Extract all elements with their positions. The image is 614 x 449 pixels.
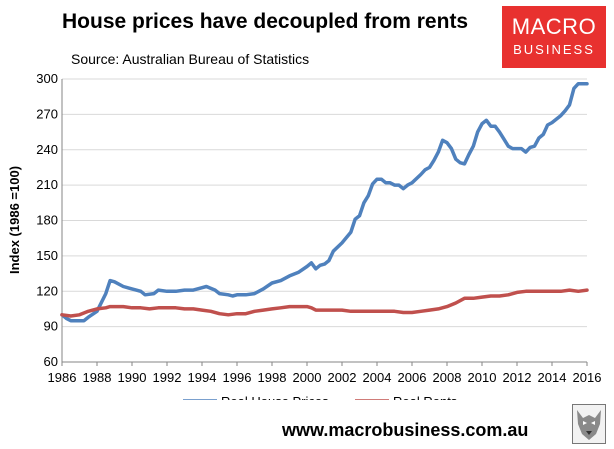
chart-subtitle: Source: Australian Bureau of Statistics bbox=[71, 51, 310, 67]
x-tick-label: 1988 bbox=[83, 370, 112, 385]
x-tick-label: 2006 bbox=[398, 370, 427, 385]
series-line-rents bbox=[60, 288, 589, 318]
y-tick-labels: 60 90 120 150 180 210 240 270 300 bbox=[36, 71, 58, 369]
x-tick-label: 1992 bbox=[153, 370, 182, 385]
logo-line-2: BUSINESS bbox=[513, 42, 595, 57]
axes bbox=[61, 79, 588, 366]
x-tick-label: 1994 bbox=[188, 370, 217, 385]
x-tick-label: 2008 bbox=[433, 370, 462, 385]
logo-line-1: MACRO bbox=[511, 14, 597, 39]
x-tick-label: 2012 bbox=[503, 370, 532, 385]
y-tick-label: 120 bbox=[36, 283, 58, 298]
y-tick-label: 270 bbox=[36, 106, 58, 121]
series-lines bbox=[60, 81, 589, 323]
x-tick-label: 2010 bbox=[468, 370, 497, 385]
x-tick-label: 1998 bbox=[258, 370, 287, 385]
wolf-icon bbox=[572, 404, 606, 444]
y-tick-label: 300 bbox=[36, 71, 58, 86]
x-tick-labels: 1986 1988 1990 1992 1994 1996 1998 2000 2002 2004… bbox=[48, 370, 602, 385]
y-tick-label: 90 bbox=[44, 319, 58, 334]
x-tick-label: 2004 bbox=[363, 370, 392, 385]
x-tick-label: 2014 bbox=[538, 370, 567, 385]
x-tick-label: 1990 bbox=[118, 370, 147, 385]
legend-item-rents: Real Rents bbox=[393, 394, 458, 400]
y-tick-label: 210 bbox=[36, 177, 58, 192]
y-tick-label: 180 bbox=[36, 213, 58, 228]
legend-item-house-prices: Real House Prices bbox=[221, 394, 329, 400]
x-tick-label: 1996 bbox=[223, 370, 252, 385]
x-tick-label: 2002 bbox=[328, 370, 357, 385]
y-axis-label: Index (1986 =100) bbox=[7, 166, 22, 274]
gridlines bbox=[62, 78, 587, 328]
y-tick-label: 60 bbox=[44, 354, 58, 369]
x-tick-label: 2016 bbox=[573, 370, 602, 385]
x-tick-label: 2000 bbox=[293, 370, 322, 385]
x-tick-label: 1986 bbox=[48, 370, 77, 385]
y-tick-label: 150 bbox=[36, 248, 58, 263]
chart-title: House prices have decoupled from rents bbox=[62, 10, 469, 33]
y-tick-label: 240 bbox=[36, 142, 58, 157]
macrobusiness-logo: MACRO BUSINESS bbox=[502, 6, 606, 68]
website-url: www.macrobusiness.com.au bbox=[282, 420, 529, 440]
series-line-house-prices bbox=[60, 81, 589, 323]
legend: Real House Prices Real Rents bbox=[183, 394, 458, 400]
